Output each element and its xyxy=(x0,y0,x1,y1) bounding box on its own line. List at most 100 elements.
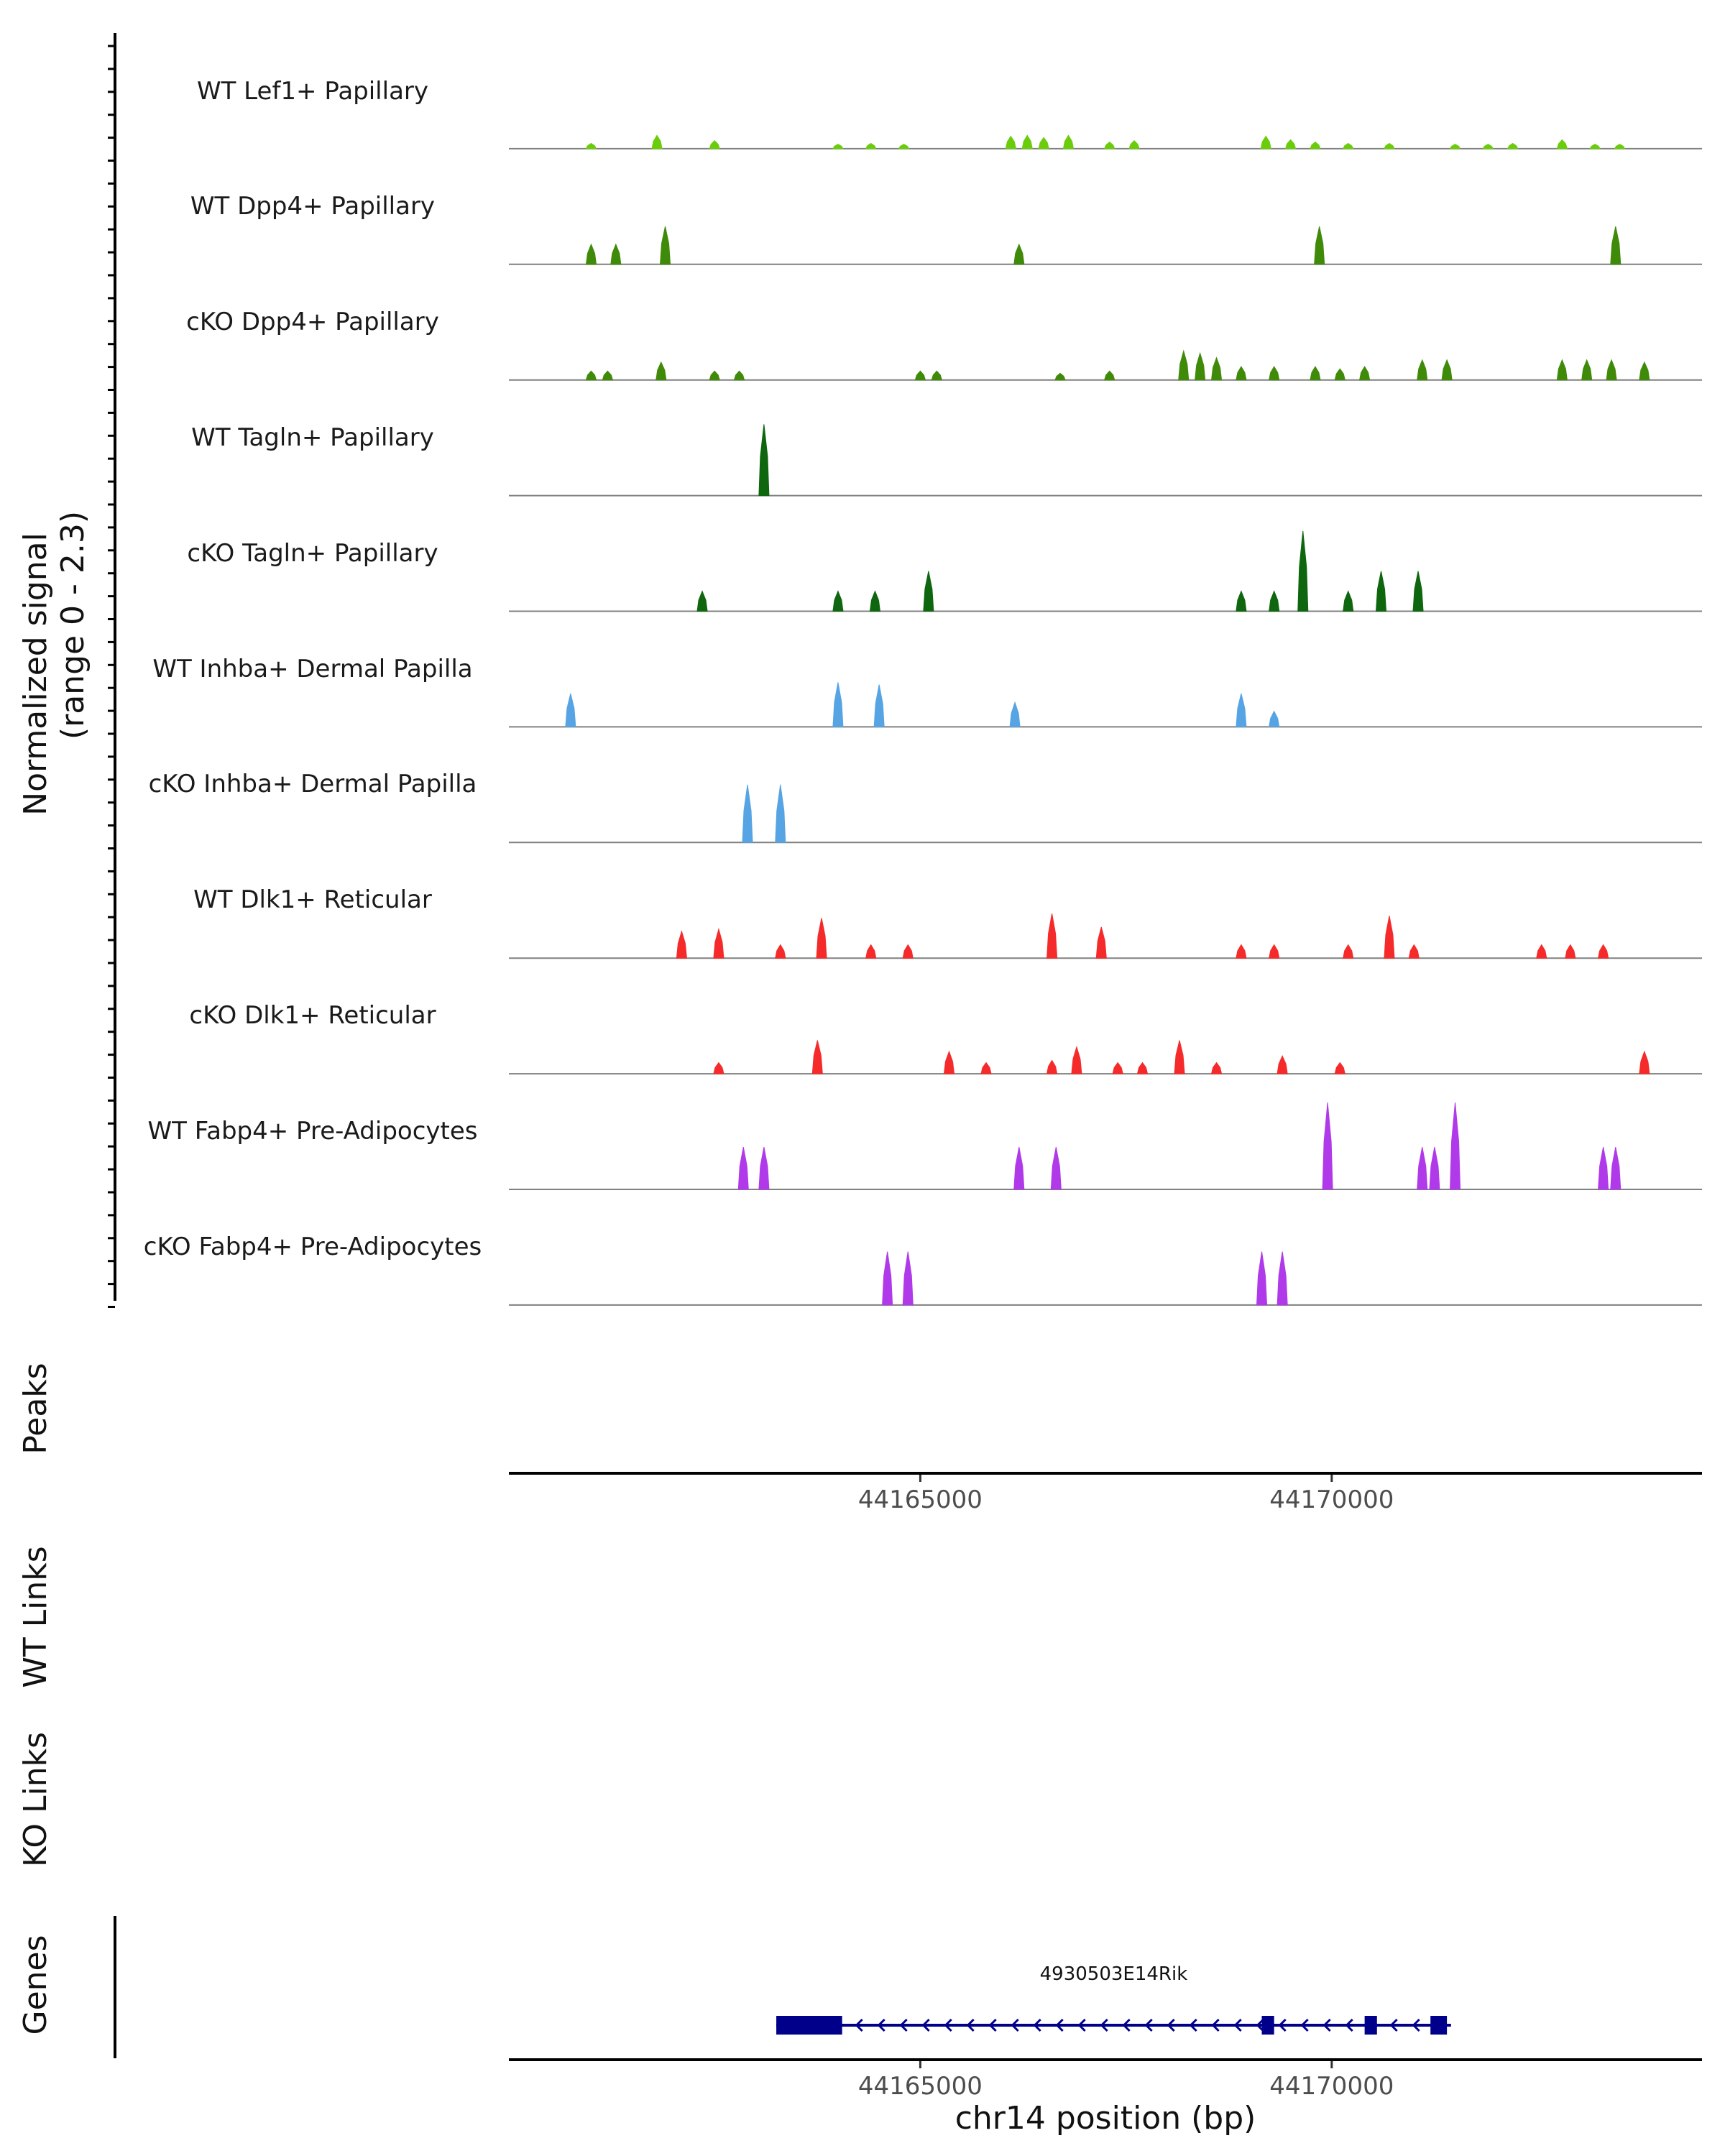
signal-peak xyxy=(1050,1147,1062,1190)
track-label-cko-dpp4-papillary: cKO Dpp4+ Papillary xyxy=(186,308,439,336)
track-wt-inhba-dermal-papilla xyxy=(509,682,1702,728)
signal-peak xyxy=(1384,916,1395,959)
signal-peak xyxy=(1269,710,1280,727)
signal-tracks xyxy=(509,134,1702,1306)
signal-peak xyxy=(1195,351,1206,381)
signal-peak xyxy=(1610,226,1622,265)
signal-peak xyxy=(585,142,597,149)
signal-peak xyxy=(1236,693,1247,727)
gene-track: 4930503E14Rik xyxy=(776,1963,1451,2035)
signal-peak xyxy=(1310,141,1321,149)
signal-peak xyxy=(1005,135,1016,149)
signal-peak xyxy=(1343,944,1354,959)
signal-peak xyxy=(1062,134,1075,149)
strand-arrow xyxy=(1167,2018,1175,2032)
strand-arrow xyxy=(1100,2018,1108,2032)
signal-peak xyxy=(1417,359,1428,381)
peaks-panel-title-group: Peaks xyxy=(17,1363,54,1454)
signal-peak xyxy=(742,784,753,843)
signal-peak xyxy=(1589,144,1601,149)
signal-peak xyxy=(898,144,910,149)
signal-peak xyxy=(931,370,942,381)
strand-arrow xyxy=(1389,2018,1398,2032)
signal-y-axis-range-group: (range 0 - 2.3) xyxy=(55,511,91,740)
track-cko-fabp4-pre-adipocytes xyxy=(509,1251,1702,1306)
signal-peak xyxy=(1359,366,1371,381)
signal-peak xyxy=(1054,372,1066,381)
y-axis-range-label: (range 0 - 2.3) xyxy=(55,511,91,740)
signal-peak xyxy=(1210,1061,1223,1074)
signal-peak xyxy=(1103,141,1116,149)
signal-peak xyxy=(758,1147,770,1190)
signal-peak xyxy=(758,424,770,497)
signal-peak xyxy=(1021,134,1033,149)
genes-panel-title: Genes xyxy=(17,1935,54,2035)
signal-peak xyxy=(1178,349,1190,381)
signal-peak xyxy=(873,684,885,727)
genes-x-axis-ticks: 44165000 44170000 xyxy=(858,2061,1394,2101)
signal-peak xyxy=(1284,139,1297,149)
y-axis-title: Normalized signal xyxy=(17,533,54,816)
signal-peak xyxy=(1342,142,1354,149)
signal-peak xyxy=(709,140,720,149)
signal-peak xyxy=(1556,139,1568,149)
signal-peak xyxy=(865,142,877,149)
signal-peak xyxy=(943,1050,955,1074)
strand-arrow xyxy=(877,2018,886,2032)
signal-peak xyxy=(1639,361,1650,381)
signal-peak xyxy=(1417,1147,1428,1190)
signal-peak xyxy=(1412,571,1424,612)
track-label-wt-fabp4-pre-adipocytes: WT Fabp4+ Pre-Adipocytes xyxy=(148,1117,478,1146)
signal-peak xyxy=(811,1040,823,1074)
track-label-wt-inhba-dermal-papilla: WT Inhba+ Dermal Papilla xyxy=(152,655,472,683)
x-tick-label: 44170000 xyxy=(1269,2072,1394,2101)
track-wt-fabp4-pre-adipocytes xyxy=(509,1102,1702,1190)
signal-peak xyxy=(1236,366,1247,381)
track-label-wt-dlk1-reticular: WT Dlk1+ Reticular xyxy=(193,885,432,914)
signal-peak xyxy=(914,370,926,381)
track-labels: WT Lef1+ Papillary WT Dpp4+ Papillary cK… xyxy=(144,77,482,1261)
signal-peak xyxy=(1441,359,1453,381)
wt-links-panel-title-group: WT Links xyxy=(17,1546,54,1687)
ko-links-panel-title: KO Links xyxy=(17,1732,54,1867)
track-wt-tagln-papillary xyxy=(509,424,1702,497)
ko-links-panel-title-group: KO Links xyxy=(17,1732,54,1867)
signal-peak xyxy=(1071,1046,1082,1074)
strand-arrow xyxy=(1322,2018,1331,2032)
strand-arrow xyxy=(1278,2018,1287,2032)
signal-peak xyxy=(1256,1251,1268,1306)
signal-peak xyxy=(1322,1102,1333,1190)
signal-peak xyxy=(602,370,614,381)
signal-peak xyxy=(1236,944,1247,959)
signal-peak xyxy=(1314,226,1325,265)
wt-links-panel-title: WT Links xyxy=(17,1546,54,1687)
strand-arrow xyxy=(1345,2018,1353,2032)
signal-peak xyxy=(1095,926,1107,959)
strand-arrow xyxy=(1256,2018,1264,2032)
signal-peak xyxy=(980,1061,992,1074)
signal-peak xyxy=(1276,1055,1288,1074)
track-label-wt-lef1-papillary: WT Lef1+ Papillary xyxy=(197,77,428,106)
signal-peak xyxy=(902,1251,914,1306)
peaks-panel-title: Peaks xyxy=(17,1363,54,1454)
track-wt-dlk1-reticular xyxy=(509,913,1702,959)
signal-peak xyxy=(1276,1251,1288,1306)
strand-arrow xyxy=(921,2018,930,2032)
strand-arrow xyxy=(988,2018,997,2032)
strand-arrow xyxy=(966,2018,975,2032)
signal-peak xyxy=(713,928,724,959)
signal-peak xyxy=(1260,135,1271,149)
signal-peak xyxy=(832,590,844,612)
signal-peak xyxy=(1334,1061,1346,1074)
x-tick-label: 44165000 xyxy=(858,2072,983,2101)
strand-arrow xyxy=(1233,2018,1242,2032)
signal-peak xyxy=(1310,366,1321,381)
signal-y-axis-title-group: Normalized signal xyxy=(17,533,54,816)
strand-arrow xyxy=(1122,2018,1131,2032)
strand-arrow xyxy=(1144,2018,1153,2032)
signal-peak xyxy=(1429,1147,1440,1190)
signal-peak xyxy=(1610,1147,1622,1190)
signal-peak xyxy=(902,944,914,959)
track-label-cko-dlk1-reticular: cKO Dlk1+ Reticular xyxy=(189,1001,436,1030)
